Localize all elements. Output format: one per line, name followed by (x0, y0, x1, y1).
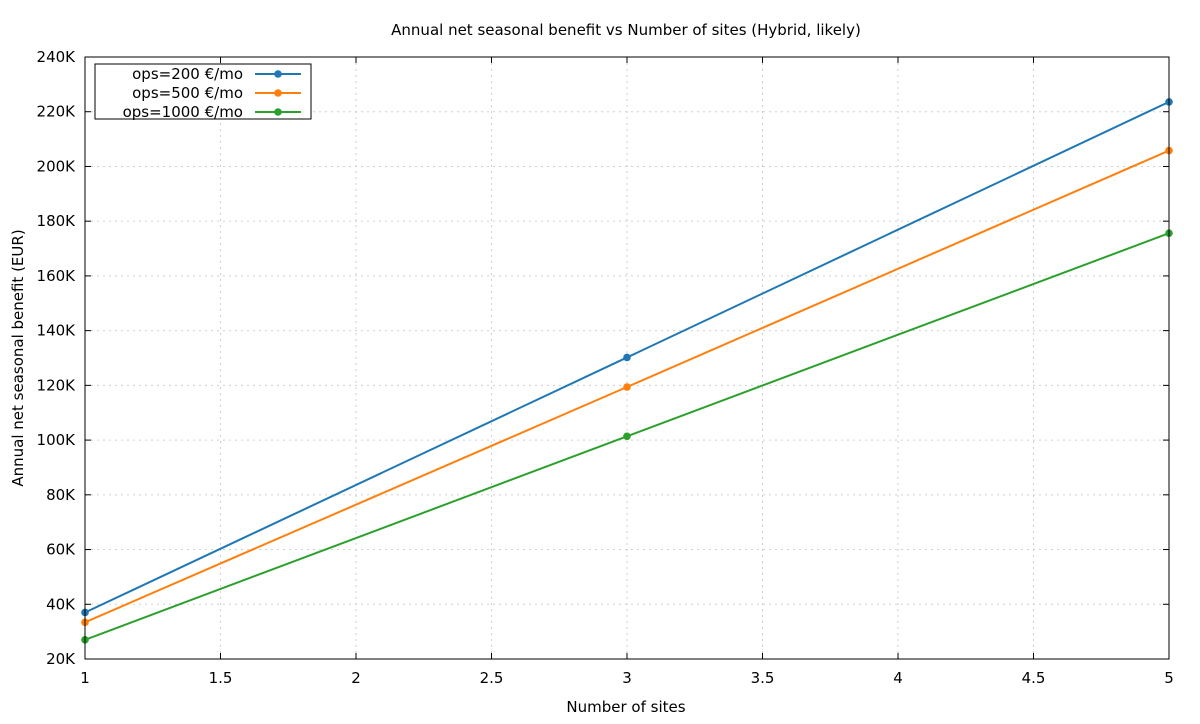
legend-swatch-marker (274, 89, 282, 97)
y-tick-label: 180K (37, 212, 77, 230)
data-point (623, 353, 631, 362)
legend-label: ops=500 €/mo (132, 84, 243, 102)
y-axis-label: Annual net seasonal benefit (EUR) (9, 229, 27, 486)
y-tick-label: 140K (37, 322, 77, 340)
series-layer (81, 98, 1173, 644)
y-tick-label: 220K (37, 103, 77, 121)
x-tick-label: 1 (80, 669, 90, 687)
y-tick-label: 200K (37, 157, 77, 175)
legend-swatch-marker (274, 108, 282, 116)
legend-swatch-marker (274, 70, 282, 78)
x-tick-label: 4 (893, 669, 903, 687)
x-tick-label: 2 (351, 669, 361, 687)
legend-label: ops=200 €/mo (132, 65, 243, 83)
y-tick-label: 100K (37, 431, 77, 449)
x-tick-label: 4.5 (1022, 669, 1046, 687)
axis-ticks: 1 1.5 2 2.5 3 3.5 4 4.5 5 20K 40K 60K 80K 100K 120K 140… (37, 48, 1174, 687)
x-tick-label: 1.5 (209, 669, 233, 687)
data-point (623, 383, 631, 391)
y-tick-label: 240K (37, 48, 77, 66)
x-tick-label: 3 (622, 669, 632, 687)
data-point (623, 432, 631, 441)
y-tick-label: 40K (46, 595, 76, 613)
y-tick-label: 120K (37, 376, 77, 394)
chart-title: Annual net seasonal benefit vs Number of… (391, 21, 861, 39)
x-tick-label: 3.5 (751, 669, 775, 687)
y-tick-label: 160K (37, 267, 77, 285)
y-tick-label: 80K (46, 486, 76, 504)
y-tick-label: 60K (46, 541, 76, 559)
x-axis-label: Number of sites (566, 698, 685, 716)
x-tick-label: 2.5 (480, 669, 504, 687)
y-tick-label: 20K (46, 650, 76, 668)
legend-label: ops=1000 €/mo (123, 103, 243, 121)
x-tick-label: 5 (1164, 669, 1174, 687)
